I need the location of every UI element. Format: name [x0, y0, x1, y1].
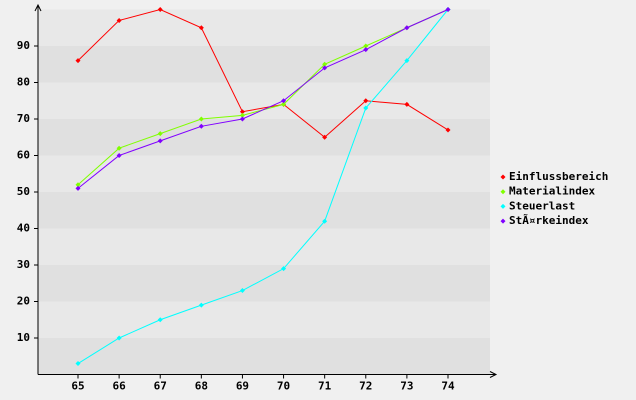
point — [363, 47, 369, 53]
grid-band — [38, 46, 490, 83]
x-tick-label: 66 — [112, 380, 126, 393]
point — [198, 116, 204, 122]
point — [322, 134, 328, 140]
point — [404, 25, 410, 31]
point — [198, 302, 204, 308]
legend-marker — [500, 189, 506, 195]
point — [445, 7, 451, 12]
point — [322, 218, 328, 224]
point — [322, 61, 328, 67]
point — [116, 17, 122, 23]
point — [281, 98, 287, 104]
point — [198, 25, 204, 31]
y-tick-label: 50 — [17, 185, 30, 198]
point — [363, 98, 369, 104]
point — [281, 266, 287, 272]
point — [75, 182, 81, 188]
series-line — [77, 8, 449, 138]
legend-marker — [500, 203, 506, 209]
point — [281, 101, 287, 107]
point — [116, 153, 122, 158]
legend-marker — [500, 218, 506, 224]
grid-band — [38, 9, 490, 46]
grid-band — [38, 338, 490, 375]
point — [239, 116, 245, 122]
point — [75, 58, 81, 64]
legend-label: StÃ¤rkeindex — [509, 214, 589, 227]
point — [239, 112, 245, 118]
point — [75, 361, 81, 367]
y-tick-label: 60 — [17, 149, 30, 162]
x-tick-label: 70 — [277, 380, 290, 393]
point — [116, 335, 122, 341]
point — [116, 145, 122, 151]
x-tick-label: 71 — [318, 380, 332, 393]
point — [239, 109, 245, 115]
x-tick-label: 73 — [400, 380, 413, 393]
y-axis-arrow — [34, 3, 42, 12]
y-tick-label: 20 — [17, 295, 30, 308]
y-tick-label: 90 — [17, 39, 30, 52]
point — [404, 58, 410, 64]
y-tick-label: 70 — [17, 112, 30, 125]
legend-label: Einflussbereich — [509, 170, 608, 183]
y-tick-label: 10 — [17, 331, 30, 344]
point — [157, 138, 163, 144]
grid-band — [38, 82, 490, 119]
point — [322, 65, 328, 71]
point — [198, 123, 204, 129]
point — [157, 7, 163, 12]
legend-label: Steuerlast — [509, 199, 575, 212]
x-tick-label: 65 — [71, 380, 84, 393]
point — [363, 105, 369, 111]
legend-label: Materialindex — [509, 185, 595, 198]
x-axis-arrow — [489, 371, 498, 378]
x-tick-label: 72 — [359, 380, 372, 393]
point — [404, 101, 410, 107]
grid-band — [38, 155, 490, 192]
series-line — [77, 9, 449, 189]
x-tick-label: 74 — [441, 380, 455, 393]
point — [75, 185, 81, 191]
point — [445, 127, 451, 133]
grid-band — [38, 228, 490, 265]
x-tick-label: 69 — [236, 380, 249, 393]
grid-band — [38, 192, 490, 229]
y-tick-label: 40 — [17, 222, 30, 235]
y-tick-label: 30 — [17, 258, 30, 271]
point — [363, 43, 369, 49]
point — [157, 131, 163, 137]
grid-band — [38, 119, 490, 156]
series-line — [77, 9, 449, 364]
grid-band — [38, 301, 490, 338]
grid-band — [38, 265, 490, 302]
point — [157, 317, 163, 323]
point — [239, 288, 245, 294]
y-tick-label: 80 — [17, 76, 30, 89]
x-tick-label: 67 — [154, 380, 167, 393]
legend-marker — [500, 174, 506, 180]
x-tick-label: 68 — [195, 380, 208, 393]
